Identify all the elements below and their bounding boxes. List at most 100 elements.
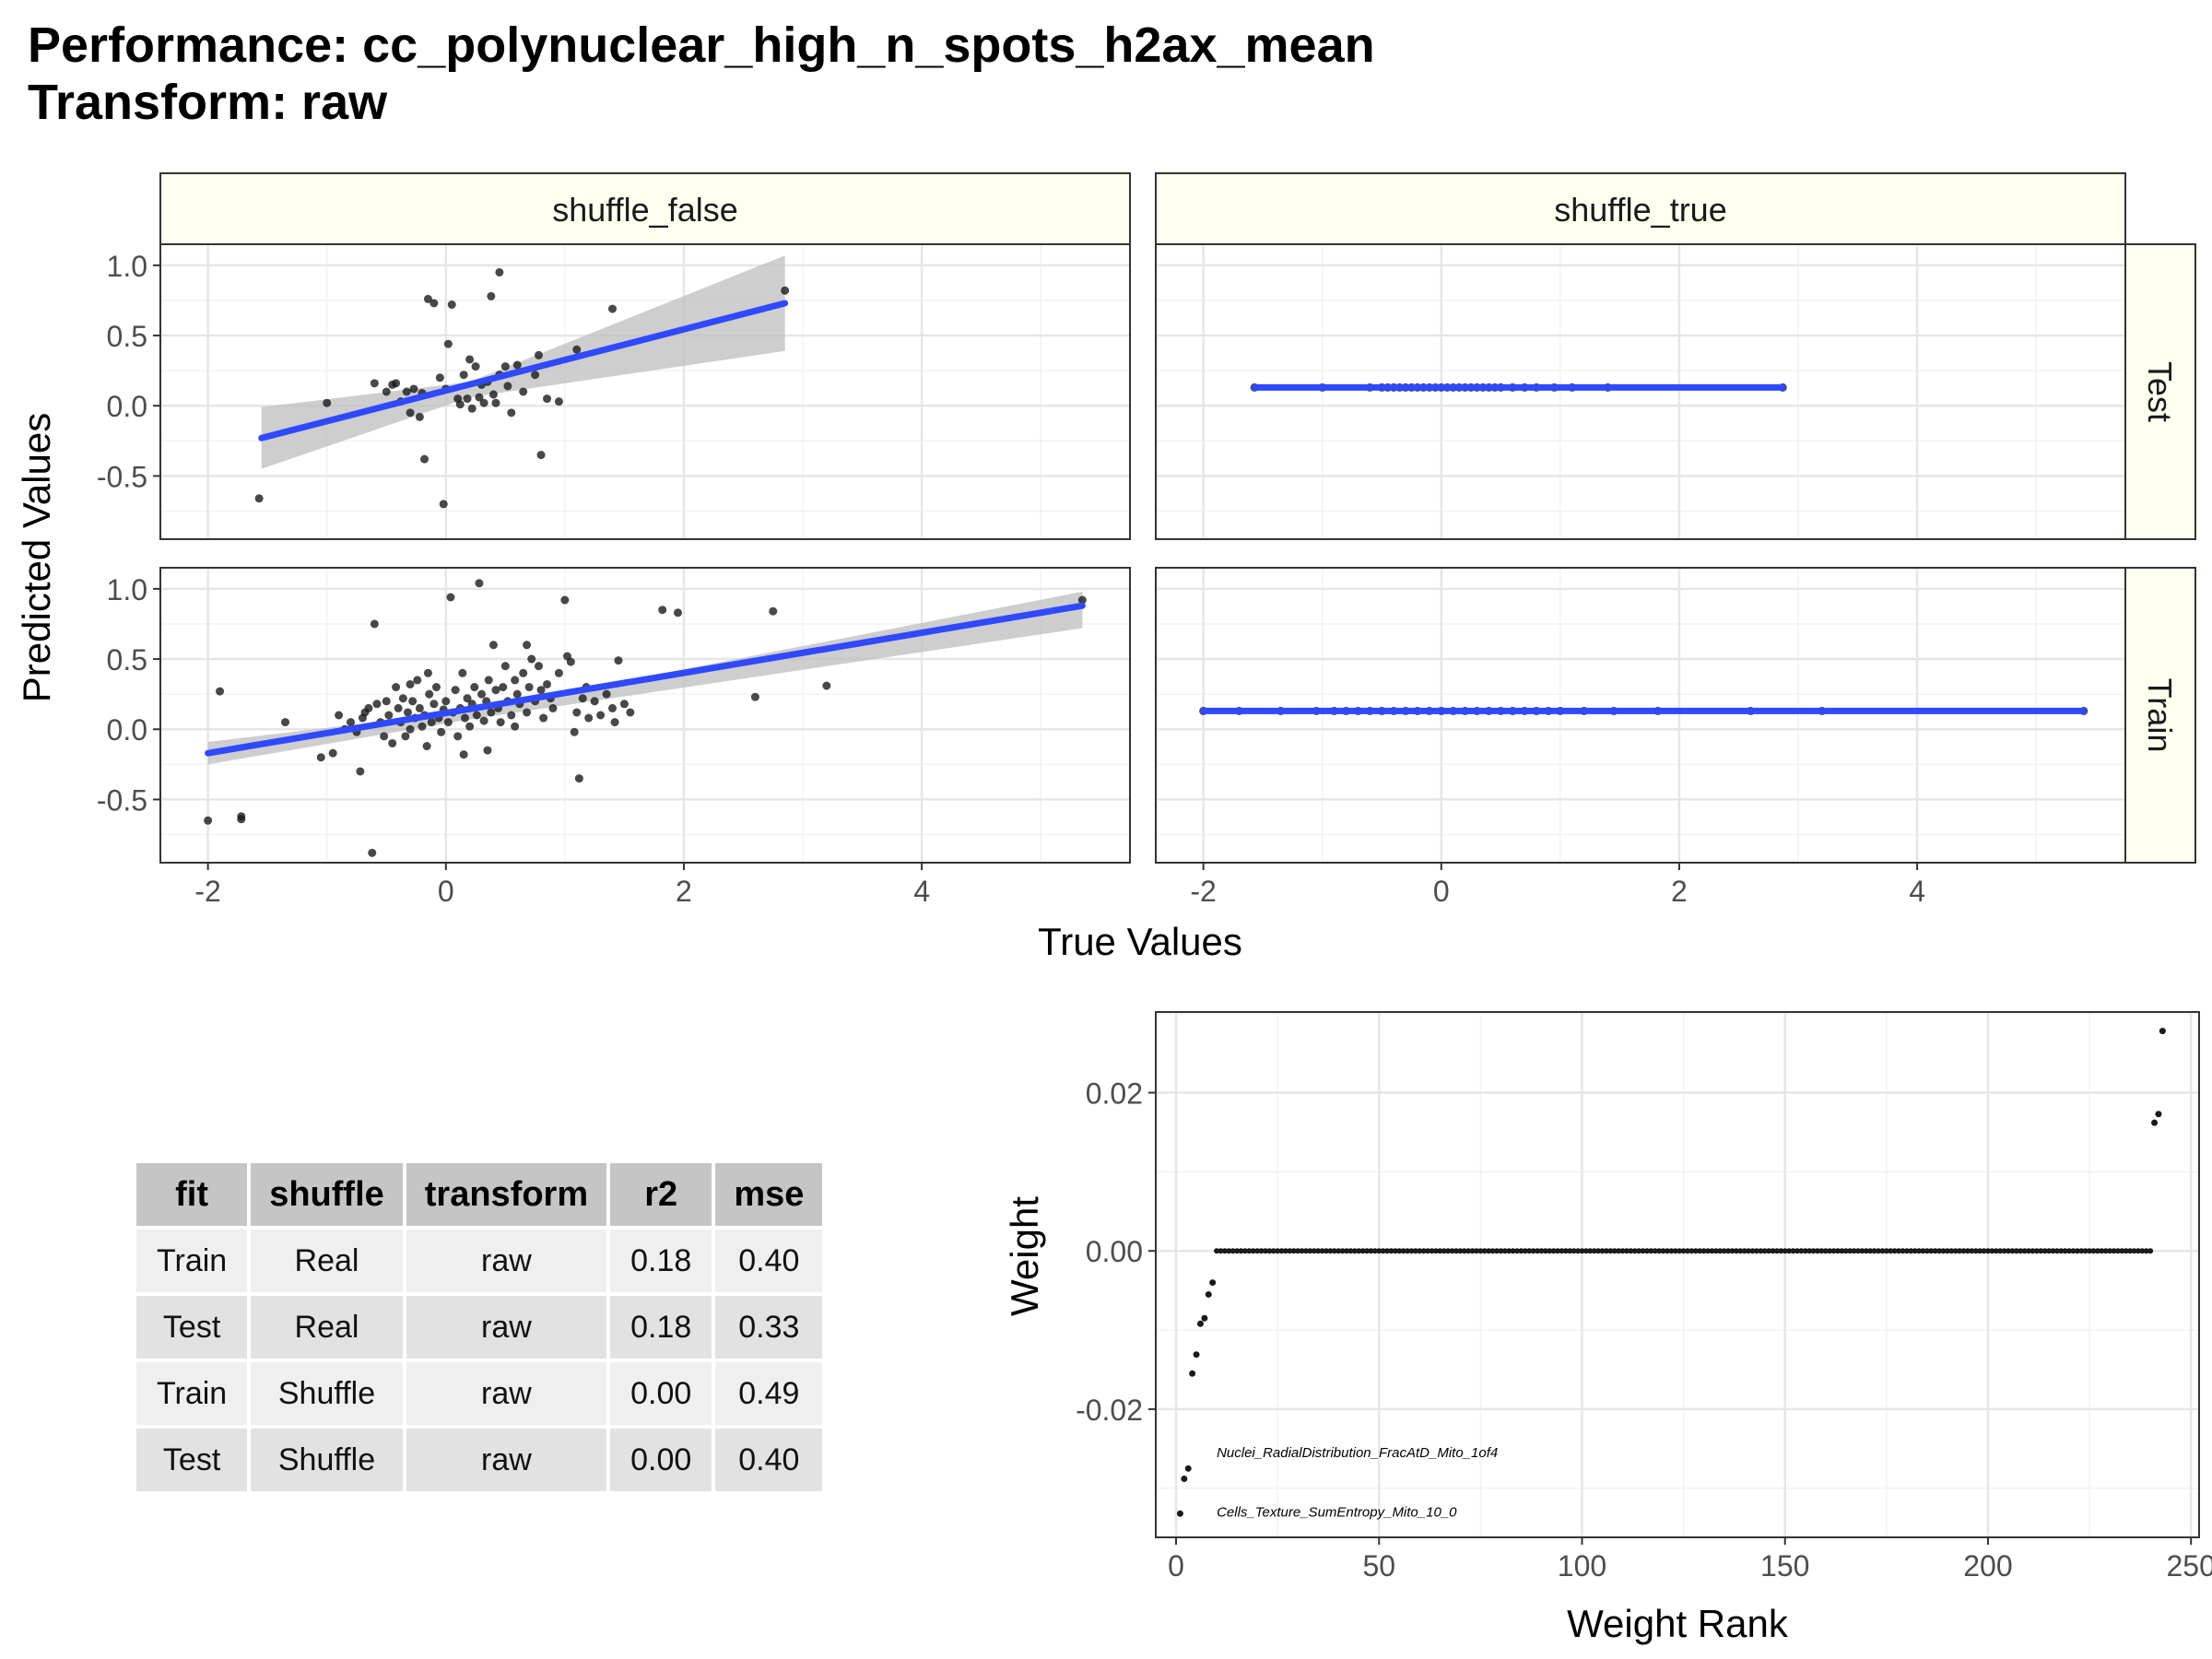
panel-shuffle_true-test [1155,243,2126,540]
data-point [451,686,460,695]
weight-point [1749,1248,1756,1254]
data-point [596,711,606,720]
facet-strip-label-shuffle_false: shuffle_false [552,191,737,229]
weight-point [2123,1248,2129,1254]
weight-point [1189,1370,1196,1377]
weight-point [1579,1248,1585,1254]
weight-point [1591,1248,1597,1254]
weight-point [1498,1248,1504,1254]
weight-y-axis-title: Weight [1003,1196,1046,1316]
data-point [413,676,422,685]
weight-point [1226,1248,1232,1254]
data-point [769,606,778,616]
data-point [519,668,528,677]
metrics-table: fit shuffle transform r2 mse Train Real … [133,1159,826,1495]
weight-point [1376,1248,1382,1254]
weight-point [1692,1248,1699,1254]
weight-point [1595,1248,1602,1254]
weight-point [1307,1248,1313,1254]
weight-point [1773,1248,1780,1254]
data-point [566,657,575,666]
weight-point [1640,1248,1646,1254]
weight-point [1972,1248,1979,1254]
weight-point [1400,1248,1406,1254]
weight-point [1238,1248,1244,1254]
data-point [536,686,546,695]
weight-point [1648,1248,1654,1254]
title-line-1: Performance: cc_polynuclear_high_n_spots… [28,18,1375,73]
weight-point [1335,1248,1342,1254]
weight-point [1575,1248,1582,1254]
weight-point [1250,1248,1256,1254]
data-point [398,694,407,703]
data-point [495,267,504,276]
feature-annotation-1: Nuclei_RadialDistribution_FracAtD_Mito_1… [1217,1445,1498,1461]
weight-point [1535,1248,1541,1254]
table-cell: raw [406,1296,607,1359]
weight-point [1778,1248,1784,1254]
table-row: Test Shuffle raw 0.00 0.40 [136,1429,823,1491]
data-point [406,408,415,418]
weight-point [1700,1248,1707,1254]
table-header-fit: fit [136,1163,248,1226]
y-tick-label: -0.5 [97,783,147,817]
data-point [380,732,389,741]
weight-point [1184,1465,1192,1472]
regression-line [258,300,789,441]
weight-point [2131,1248,2137,1254]
weight-point [1908,1248,1914,1254]
data-point [204,816,213,825]
weight-point [2018,1248,2024,1254]
facet-strip-test [2124,243,2196,540]
data-point [406,724,415,734]
weight-point [1258,1248,1265,1254]
weight-point [1920,1248,1926,1254]
table-cell: Real [251,1296,403,1359]
data-point [328,748,337,758]
weight-point [2087,1248,2093,1254]
weight-point [1538,1248,1545,1254]
data-point [543,394,552,404]
weight-point [1685,1248,1691,1254]
table-header-transform: transform [406,1163,607,1226]
data-point [512,360,522,370]
weight-panel-border [1155,1011,2200,1538]
data-point [527,654,536,664]
weight-point [1481,1248,1488,1254]
weight-point [1526,1248,1533,1254]
data-point [584,713,594,723]
data-point [446,593,455,602]
table-header-mse: mse [715,1163,823,1226]
weight-point [2033,1248,2040,1254]
weight-point [1449,1248,1455,1254]
weight-point [1302,1248,1309,1254]
x-tick-label: -2 [1190,875,1216,908]
facet-strip-label-test: Test [2141,361,2179,422]
data-point [491,686,500,695]
weight-point [1928,1248,1935,1254]
y-tick-label: -0.02 [1076,1394,1143,1427]
weight-point [1445,1248,1452,1254]
data-point [619,700,629,709]
weight-point [1209,1279,1217,1287]
weight-point [1205,1290,1212,1298]
weight-point [1299,1248,1305,1254]
table-cell: 0.40 [715,1429,823,1491]
data-point [570,727,579,736]
data-point [443,718,453,727]
weight-point [1753,1248,1759,1254]
data-point [384,711,394,720]
x-tick-label: 50 [1362,1549,1395,1583]
panel-shuffle_false-train [159,567,1131,864]
table-cell: raw [406,1230,607,1292]
weight-point [2074,1248,2080,1254]
weight-point [1916,1248,1923,1254]
table-cell: 0.40 [715,1230,823,1292]
weight-point [1234,1248,1241,1254]
table-cell: 0.00 [610,1429,712,1491]
data-point [460,713,469,723]
weight-point [1562,1248,1569,1254]
data-point [420,454,429,464]
data-point [500,362,510,371]
data-point [425,689,434,699]
